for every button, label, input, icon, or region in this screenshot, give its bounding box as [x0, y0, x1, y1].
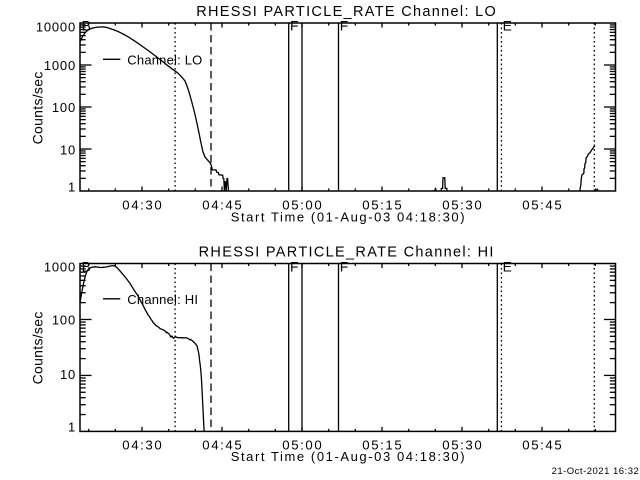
svg-text:05:00: 05:00: [282, 438, 323, 453]
svg-text:05:15: 05:15: [362, 198, 403, 213]
svg-text:B: B: [82, 259, 91, 274]
svg-text:100: 100: [52, 313, 76, 328]
svg-text:F: F: [340, 18, 348, 33]
svg-text:Channel: HI: Channel: HI: [127, 292, 198, 307]
svg-text:F: F: [290, 259, 298, 274]
svg-text:05:00: 05:00: [282, 198, 323, 213]
svg-text:F: F: [290, 18, 298, 33]
svg-text:21-Oct-2021 16:32: 21-Oct-2021 16:32: [552, 466, 640, 477]
svg-text:F: F: [340, 259, 348, 274]
svg-text:04:45: 04:45: [202, 438, 243, 453]
svg-text:Counts/sec: Counts/sec: [29, 311, 45, 384]
svg-text:1000: 1000: [44, 58, 76, 73]
svg-text:04:30: 04:30: [122, 438, 163, 453]
svg-text:RHESSI PARTICLE_RATE Channel:: RHESSI PARTICLE_RATE Channel: LO: [196, 4, 497, 20]
svg-text:B: B: [82, 18, 91, 33]
svg-text:Channel: LO: Channel: LO: [127, 52, 202, 67]
svg-text:Start Time (01-Aug-03 04:18:30: Start Time (01-Aug-03 04:18:30): [231, 449, 466, 464]
svg-text:05:30: 05:30: [442, 198, 483, 213]
svg-text:E: E: [503, 18, 512, 33]
svg-text:04:30: 04:30: [122, 198, 163, 213]
svg-text:05:45: 05:45: [522, 438, 563, 453]
svg-text:10: 10: [60, 367, 76, 382]
svg-text:10000: 10000: [36, 20, 76, 35]
svg-text:04:45: 04:45: [202, 198, 243, 213]
svg-text:1: 1: [68, 180, 76, 195]
svg-text:Counts/sec: Counts/sec: [29, 71, 45, 144]
svg-text:100: 100: [52, 100, 76, 115]
svg-text:RHESSI PARTICLE_RATE Channel:: RHESSI PARTICLE_RATE Channel: HI: [199, 244, 495, 260]
svg-text:05:30: 05:30: [442, 438, 483, 453]
svg-text:1: 1: [68, 420, 76, 435]
svg-text:05:15: 05:15: [362, 438, 403, 453]
svg-text:1000: 1000: [44, 260, 76, 275]
svg-text:Start Time (01-Aug-03 04:18:30: Start Time (01-Aug-03 04:18:30): [231, 209, 466, 224]
svg-text:05:45: 05:45: [522, 198, 563, 213]
svg-text:10: 10: [60, 142, 76, 157]
svg-text:E: E: [503, 259, 512, 274]
